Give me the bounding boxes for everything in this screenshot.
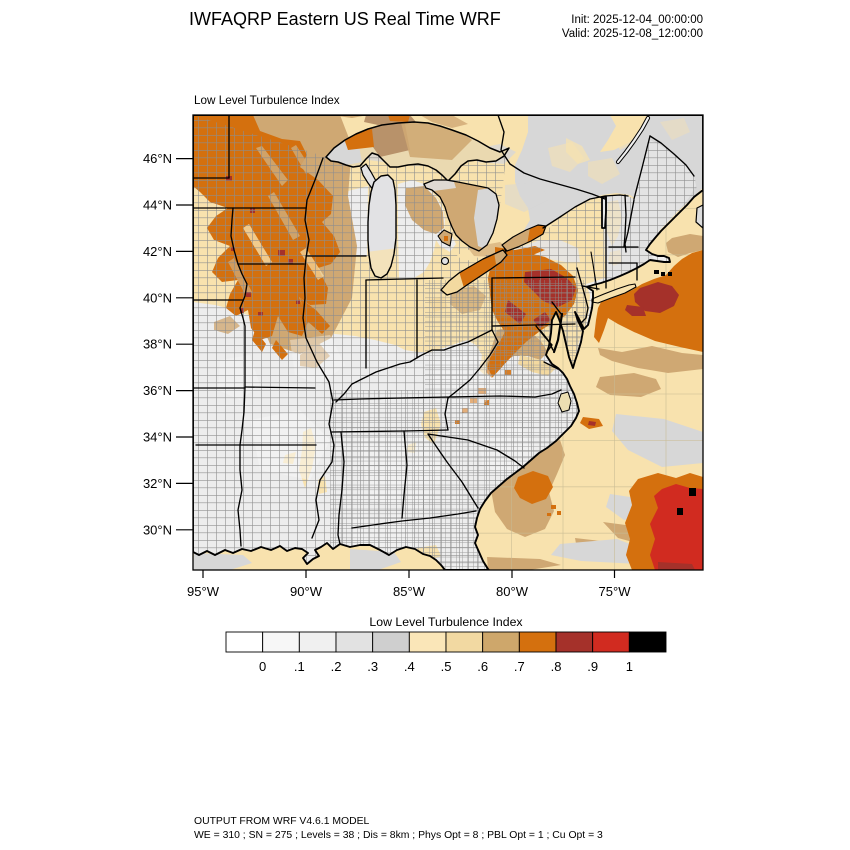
svg-text:1: 1 bbox=[626, 659, 633, 674]
svg-text:OUTPUT FROM WRF V4.6.1 MODEL: OUTPUT FROM WRF V4.6.1 MODEL bbox=[194, 816, 370, 827]
svg-text:90°W: 90°W bbox=[290, 584, 323, 599]
svg-text:36°N: 36°N bbox=[143, 383, 172, 398]
svg-text:Low Level Turbulence Index: Low Level Turbulence Index bbox=[194, 94, 340, 107]
svg-text:44°N: 44°N bbox=[143, 198, 172, 213]
svg-text:.7: .7 bbox=[514, 659, 525, 674]
svg-text:32°N: 32°N bbox=[143, 476, 172, 491]
svg-text:.4: .4 bbox=[404, 659, 415, 674]
svg-text:95°W: 95°W bbox=[187, 584, 220, 599]
svg-text:75°W: 75°W bbox=[599, 584, 632, 599]
svg-text:WE = 310 ; SN = 275 ; Levels =: WE = 310 ; SN = 275 ; Levels = 38 ; Dis … bbox=[194, 830, 603, 841]
svg-text:.2: .2 bbox=[331, 659, 342, 674]
svg-text:.6: .6 bbox=[477, 659, 488, 674]
svg-text:.8: .8 bbox=[551, 659, 562, 674]
svg-text:.3: .3 bbox=[367, 659, 378, 674]
svg-text:30°N: 30°N bbox=[143, 522, 172, 537]
svg-text:0: 0 bbox=[259, 659, 266, 674]
svg-text:80°W: 80°W bbox=[496, 584, 529, 599]
svg-text:.9: .9 bbox=[587, 659, 598, 674]
svg-text:Valid: 2025-12-08_12:00:00: Valid: 2025-12-08_12:00:00 bbox=[562, 28, 703, 40]
svg-text:40°N: 40°N bbox=[143, 290, 172, 305]
svg-text:42°N: 42°N bbox=[143, 244, 172, 259]
svg-text:34°N: 34°N bbox=[143, 430, 172, 445]
svg-text:Low Level Turbulence Index: Low Level Turbulence Index bbox=[369, 615, 523, 629]
svg-text:38°N: 38°N bbox=[143, 337, 172, 352]
svg-text:.1: .1 bbox=[294, 659, 305, 674]
svg-text:85°W: 85°W bbox=[393, 584, 426, 599]
svg-text:Init: 2025-12-04_00:00:00: Init: 2025-12-04_00:00:00 bbox=[571, 14, 703, 26]
svg-text:IWFAQRP Eastern US Real Time W: IWFAQRP Eastern US Real Time WRF bbox=[189, 9, 501, 29]
svg-text:.5: .5 bbox=[441, 659, 452, 674]
svg-text:46°N: 46°N bbox=[143, 151, 172, 166]
